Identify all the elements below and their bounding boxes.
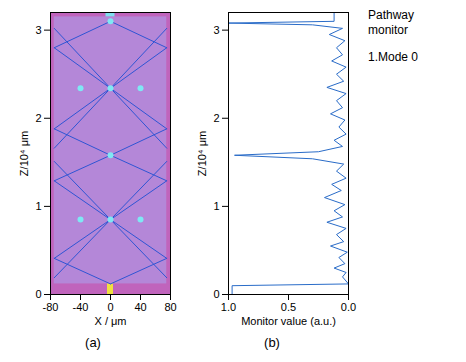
svg-text:2: 2 <box>35 112 41 124</box>
svg-text:Monitor value (a.u.): Monitor value (a.u.) <box>241 315 336 327</box>
svg-text:1: 1 <box>213 200 219 212</box>
html-text:Pathway monitor: Pathway monitor <box>368 8 414 37</box>
svg-text:0.0: 0.0 <box>341 301 356 313</box>
svg-text:80: 80 <box>164 301 176 313</box>
svg-text:40: 40 <box>134 301 146 313</box>
svg-text:-80: -80 <box>43 301 59 313</box>
svg-text:0: 0 <box>213 288 219 300</box>
svg-text:2: 2 <box>213 112 219 124</box>
svg-text:3: 3 <box>35 24 41 36</box>
html-text:(b): (b) <box>264 335 280 350</box>
svg-text:X / μm: X / μm <box>94 315 126 327</box>
html-text:(a): (a) <box>85 335 101 350</box>
svg-text:Z/10⁴ μm: Z/10⁴ μm <box>18 131 30 176</box>
svg-text:1.0: 1.0 <box>221 301 236 313</box>
svg-text:3: 3 <box>213 24 219 36</box>
html-text:1.Mode 0: 1.Mode 0 <box>368 50 418 64</box>
svg-text:1: 1 <box>35 200 41 212</box>
svg-text:0: 0 <box>35 288 41 300</box>
svg-text:Z/10⁴ μm: Z/10⁴ μm <box>196 131 208 176</box>
svg-text:0.5: 0.5 <box>281 301 296 313</box>
svg-text:0: 0 <box>107 301 113 313</box>
svg-text:-40: -40 <box>73 301 89 313</box>
